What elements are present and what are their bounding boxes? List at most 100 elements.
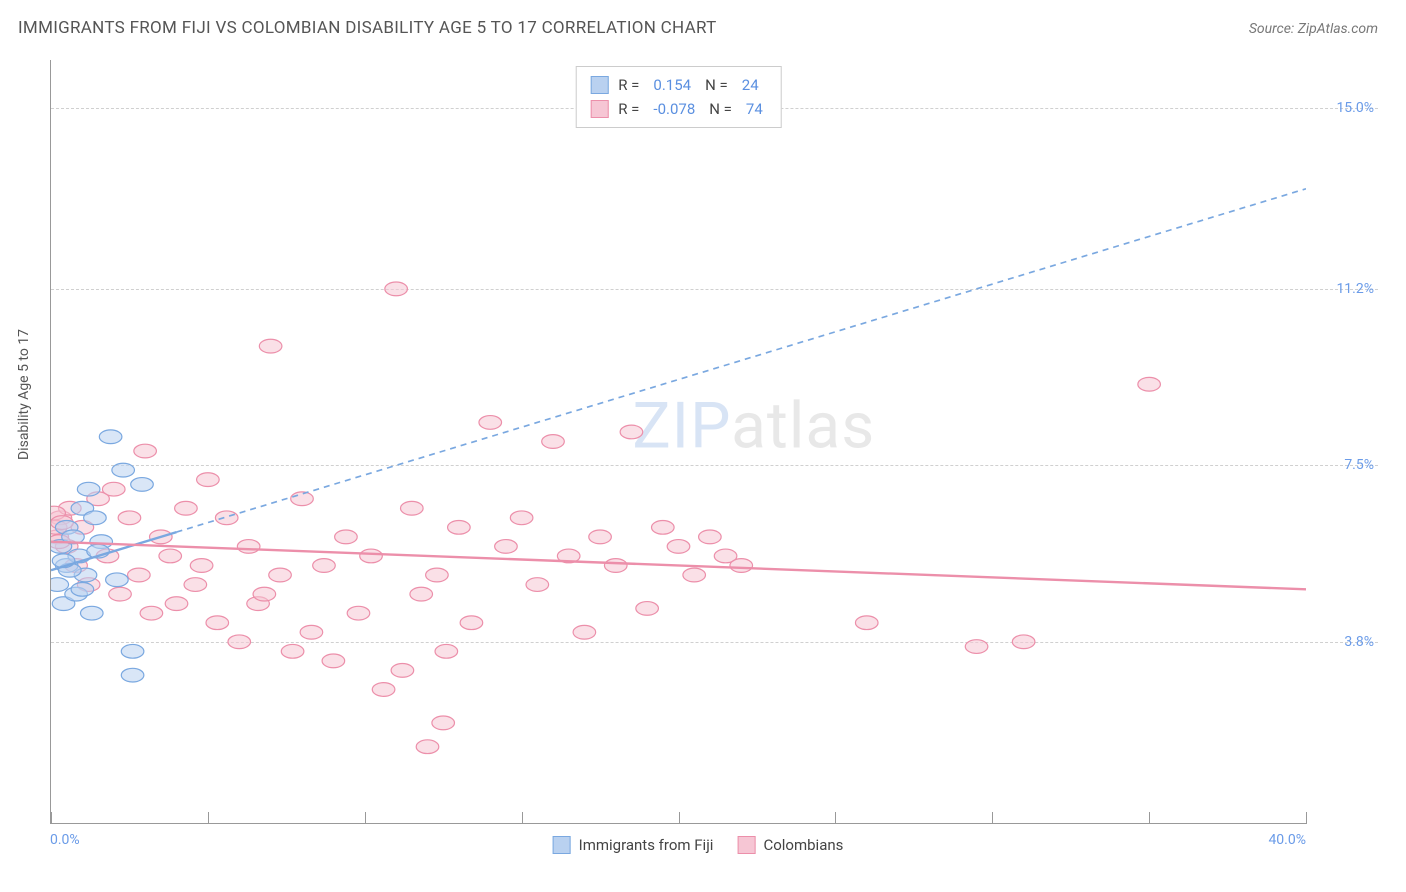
legend-bottom: Immigrants from Fiji Colombians — [553, 836, 844, 854]
scatter-point — [542, 435, 565, 449]
scatter-point — [77, 482, 100, 496]
scatter-point — [281, 644, 304, 658]
scatter-point — [300, 625, 323, 639]
scatter-point — [730, 559, 753, 573]
scatter-point — [604, 559, 627, 573]
legend-stats-row-0: R = 0.154 N = 24 — [590, 73, 767, 97]
scatter-point — [335, 530, 358, 544]
scatter-point — [51, 578, 69, 592]
y-tick-label: 15.0% — [1336, 100, 1374, 116]
source-label: Source: ZipAtlas.com — [1249, 21, 1378, 37]
scatter-point — [184, 578, 207, 592]
scatter-point — [118, 511, 141, 525]
scatter-point — [71, 582, 94, 596]
scatter-point — [109, 587, 132, 601]
n-value-fiji: 24 — [738, 73, 763, 97]
scatter-point — [391, 664, 414, 678]
legend-swatch-fiji — [590, 76, 608, 94]
r-value-fiji: 0.154 — [649, 73, 695, 97]
y-tick-label: 7.5% — [1344, 457, 1374, 473]
scatter-point — [215, 511, 238, 525]
scatter-point — [416, 740, 439, 754]
y-tick-label: 11.2% — [1336, 281, 1374, 297]
scatter-point — [460, 616, 483, 630]
scatter-point — [112, 463, 135, 477]
scatter-point — [495, 540, 518, 554]
legend-bottom-label-0: Immigrants from Fiji — [579, 836, 714, 854]
legend-bottom-item-1: Colombians — [737, 836, 843, 854]
n-label: N = — [709, 97, 732, 121]
scatter-point — [620, 425, 643, 439]
scatter-point — [131, 478, 154, 492]
scatter-point — [313, 559, 336, 573]
legend-swatch-colombians-bottom — [737, 836, 755, 854]
y-tick-label: 3.8% — [1344, 634, 1374, 650]
scatter-point — [228, 635, 251, 649]
scatter-point — [259, 339, 282, 353]
chart-header: IMMIGRANTS FROM FIJI VS COLOMBIAN DISABI… — [0, 0, 1406, 46]
scatter-point — [99, 430, 122, 444]
legend-swatch-colombians — [590, 100, 608, 118]
x-min-label: 0.0% — [50, 832, 80, 848]
legend-bottom-label-1: Colombians — [763, 836, 843, 854]
scatter-point — [237, 540, 260, 554]
scatter-point — [1138, 377, 1161, 391]
scatter-point — [1012, 635, 1035, 649]
scatter-point — [372, 683, 395, 697]
scatter-point — [106, 573, 129, 587]
scatter-point — [80, 606, 103, 620]
r-value-colombians: -0.078 — [649, 97, 699, 121]
scatter-point — [589, 530, 612, 544]
scatter-point — [206, 616, 229, 630]
scatter-point — [448, 520, 471, 534]
trend-line-dashed — [177, 189, 1307, 532]
scatter-point — [667, 540, 690, 554]
scatter-point — [652, 520, 675, 534]
scatter-point — [699, 530, 722, 544]
n-label: N = — [705, 73, 728, 97]
scatter-point — [347, 606, 370, 620]
scatter-point — [965, 640, 988, 654]
scatter-point — [573, 625, 596, 639]
legend-stats-row-1: R = -0.078 N = 74 — [590, 97, 767, 121]
scatter-point — [102, 482, 125, 496]
r-label: R = — [618, 97, 639, 121]
scatter-point — [401, 501, 424, 515]
legend-bottom-item-0: Immigrants from Fiji — [553, 836, 714, 854]
scatter-point — [385, 282, 408, 296]
y-axis-title: Disability Age 5 to 17 — [16, 329, 32, 460]
scatter-point — [510, 511, 533, 525]
scatter-point — [165, 597, 188, 611]
scatter-point — [426, 568, 449, 582]
scatter-point — [134, 444, 157, 458]
scatter-point — [360, 549, 383, 563]
scatter-point — [526, 578, 549, 592]
scatter-point — [479, 416, 502, 430]
chart-container: Disability Age 5 to 17 ZIPatlas R = 0.15… — [18, 52, 1378, 868]
scatter-point — [683, 568, 706, 582]
scatter-point — [140, 606, 163, 620]
scatter-point — [190, 559, 213, 573]
plot-svg — [51, 60, 1306, 823]
scatter-point — [159, 549, 182, 563]
x-max-label: 40.0% — [1268, 832, 1306, 848]
r-label: R = — [618, 73, 639, 97]
scatter-point — [855, 616, 878, 630]
scatter-point — [253, 587, 276, 601]
legend-swatch-fiji-bottom — [553, 836, 571, 854]
legend-stats: R = 0.154 N = 24 R = -0.078 N = 74 — [575, 66, 782, 128]
scatter-point — [410, 587, 433, 601]
scatter-point — [636, 602, 659, 616]
scatter-point — [322, 654, 345, 668]
chart-title: IMMIGRANTS FROM FIJI VS COLOMBIAN DISABI… — [18, 18, 717, 38]
plot-area: ZIPatlas R = 0.154 N = 24 R = -0.078 N =… — [50, 60, 1306, 824]
scatter-point — [291, 492, 314, 506]
scatter-point — [128, 568, 151, 582]
n-value-colombians: 74 — [742, 97, 767, 121]
scatter-point — [435, 644, 458, 658]
scatter-point — [121, 668, 144, 682]
scatter-point — [269, 568, 292, 582]
scatter-point — [175, 501, 198, 515]
scatter-point — [84, 511, 107, 525]
scatter-point — [197, 473, 220, 487]
